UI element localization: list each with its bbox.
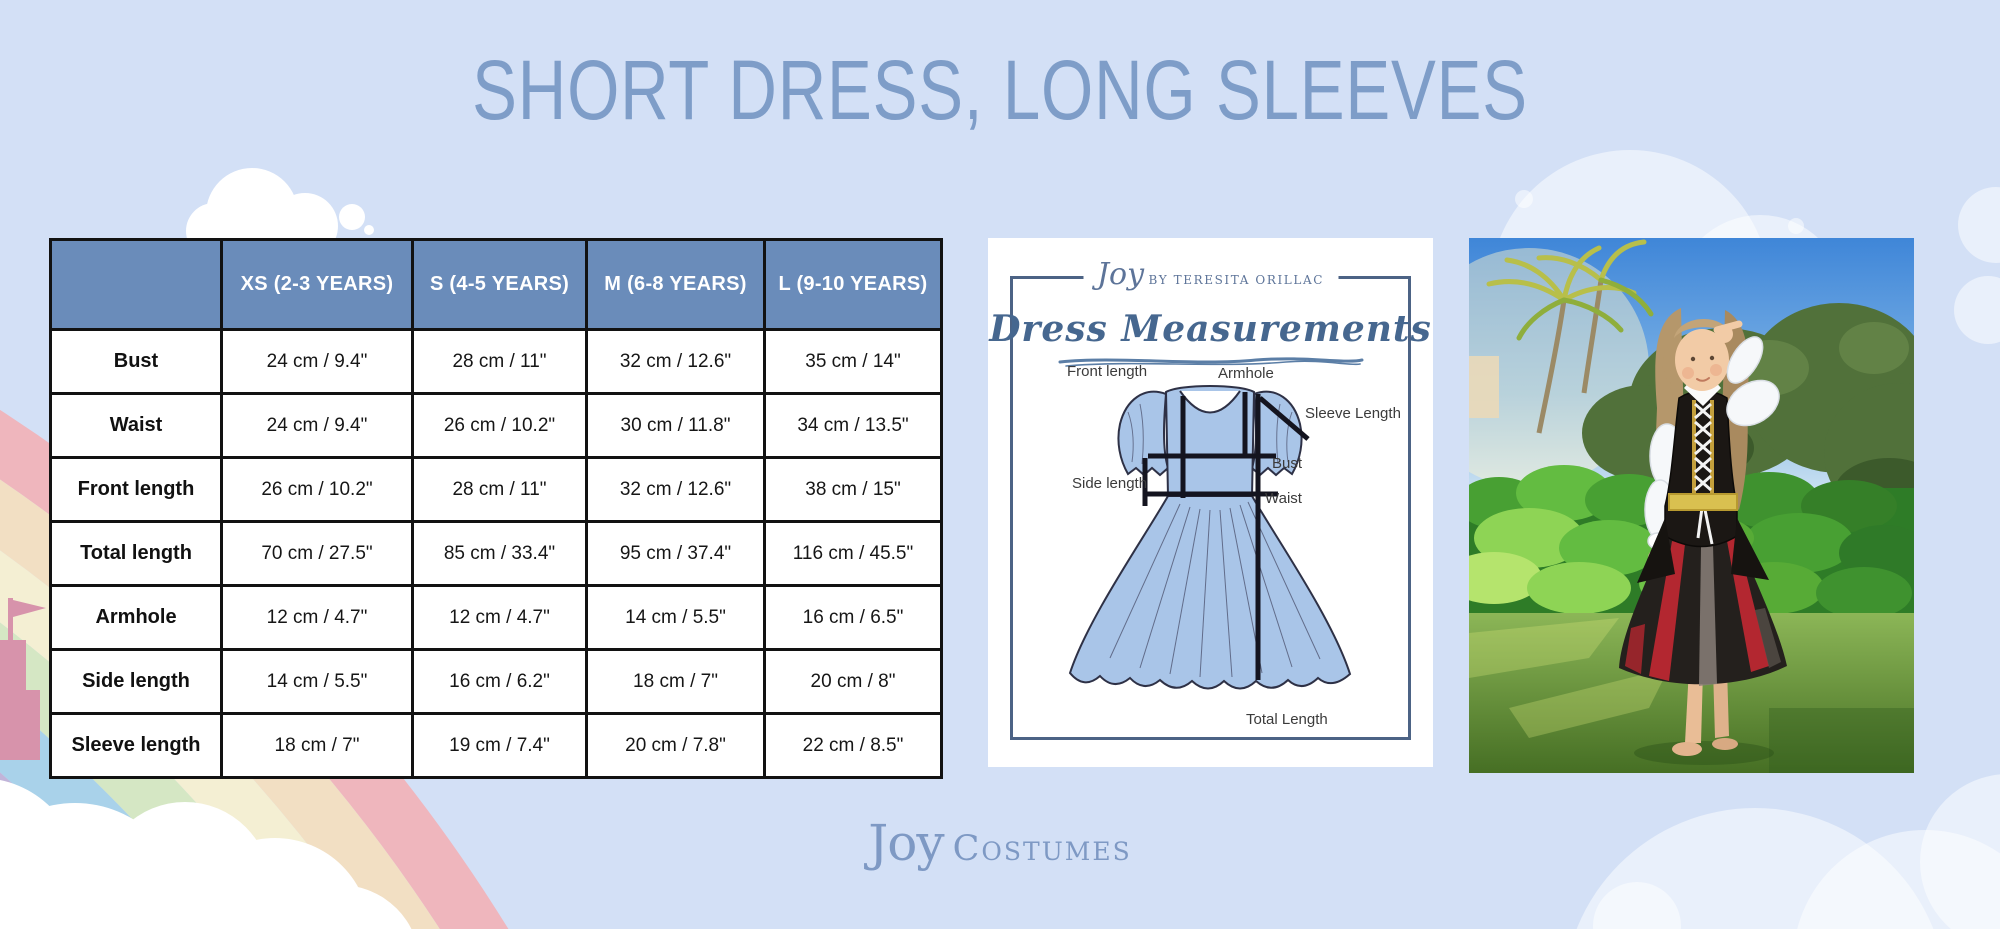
size-cell: 32 cm / 12.6" [585, 456, 766, 523]
size-chart-header-row: XS (2-3 YEARS) S (4-5 YEARS) M (6-8 YEAR… [49, 238, 943, 331]
costume-photo [1469, 238, 1914, 773]
size-cell: 24 cm / 9.4" [220, 392, 414, 459]
size-column-m: M (6-8 YEARS) [585, 238, 766, 331]
measurement-diagram-card: Joy BY TERESITA ORILLAC Dress Measuremen… [988, 238, 1433, 767]
size-column-s: S (4-5 YEARS) [411, 238, 588, 331]
size-cell: 24 cm / 9.4" [220, 328, 414, 395]
table-row-front-length: Front length 26 cm / 10.2" 28 cm / 11" 3… [49, 456, 943, 523]
diagram-heading: Dress Measurements [989, 308, 1432, 350]
size-cell: 26 cm / 10.2" [411, 392, 588, 459]
dress-bodice [1164, 385, 1256, 497]
table-row-total-length: Total length 70 cm / 27.5" 85 cm / 33.4"… [49, 520, 943, 587]
footer-joy-text: Joy [868, 814, 944, 872]
size-cell: 32 cm / 12.6" [585, 328, 766, 395]
costume-photo-illustration [1469, 238, 1914, 773]
row-label: Side length [49, 648, 223, 715]
size-column-l: L (9-10 YEARS) [763, 238, 943, 331]
size-cell: 18 cm / 7" [220, 712, 414, 779]
castle-decoration [0, 598, 46, 760]
table-row-bust: Bust 24 cm / 9.4" 28 cm / 11" 32 cm / 12… [49, 328, 943, 395]
table-row-sleeve-length: Sleeve length 18 cm / 7" 19 cm / 7.4" 20… [49, 712, 943, 779]
table-row-waist: Waist 24 cm / 9.4" 26 cm / 10.2" 30 cm /… [49, 392, 943, 459]
heading-flourish [1058, 357, 1363, 367]
dress-diagram-illustration [1068, 385, 1352, 690]
size-cell: 22 cm / 8.5" [763, 712, 943, 779]
footer-brand-logo: Joy Costumes [868, 814, 1132, 872]
size-cell: 70 cm / 27.5" [220, 520, 414, 587]
size-cell: 34 cm / 13.5" [763, 392, 943, 459]
label-total-length: Total Length [1246, 711, 1328, 728]
row-label: Sleeve length [49, 712, 223, 779]
size-cell: 38 cm / 15" [763, 456, 943, 523]
row-label: Armhole [49, 584, 223, 651]
label-side-length: Side length [1072, 475, 1148, 492]
size-chart-table: XS (2-3 YEARS) S (4-5 YEARS) M (6-8 YEAR… [49, 238, 943, 779]
brand-joy-text: Joy [1097, 257, 1145, 292]
size-cell: 116 cm / 45.5" [763, 520, 943, 587]
size-cell: 12 cm / 4.7" [220, 584, 414, 651]
size-column-xs: XS (2-3 YEARS) [220, 238, 414, 331]
label-sleeve-length: Sleeve Length [1305, 405, 1401, 422]
size-cell: 19 cm / 7.4" [411, 712, 588, 779]
table-row-armhole: Armhole 12 cm / 4.7" 12 cm / 4.7" 14 cm … [49, 584, 943, 651]
girl-figure [1619, 308, 1787, 765]
size-cell: 26 cm / 10.2" [220, 456, 414, 523]
dress-neckline [1179, 390, 1241, 414]
label-waist: Waist [1265, 490, 1302, 507]
size-cell: 18 cm / 7" [585, 648, 766, 715]
size-cell: 12 cm / 4.7" [411, 584, 588, 651]
size-cell: 20 cm / 8" [763, 648, 943, 715]
page-title: SHORT DRESS, LONG SLEEVES [472, 43, 1528, 137]
label-bust: Bust [1272, 455, 1303, 472]
size-cell: 28 cm / 11" [411, 456, 588, 523]
table-row-side-length: Side length 14 cm / 5.5" 16 cm / 6.2" 18… [49, 648, 943, 715]
footer-costumes-text: Costumes [952, 829, 1132, 869]
size-cell: 14 cm / 5.5" [585, 584, 766, 651]
size-chart-corner-cell [49, 238, 223, 331]
label-front-length: Front length [1067, 363, 1148, 380]
row-label: Total length [49, 520, 223, 587]
palm-fronds [1486, 239, 1654, 341]
size-cell: 14 cm / 5.5" [220, 648, 414, 715]
size-cell: 20 cm / 7.8" [585, 712, 766, 779]
brand-logo: Joy BY TERESITA ORILLAC [1083, 257, 1338, 292]
row-label: Bust [49, 328, 223, 395]
size-cell: 30 cm / 11.8" [585, 392, 766, 459]
size-cell: 85 cm / 33.4" [411, 520, 588, 587]
dress-skirt [1068, 495, 1352, 690]
size-cell: 95 cm / 37.4" [585, 520, 766, 587]
palm-trees [1536, 279, 1604, 434]
label-armhole: Armhole [1218, 365, 1274, 382]
size-cell: 16 cm / 6.5" [763, 584, 943, 651]
measurement-lines [1142, 392, 1310, 680]
row-label: Waist [49, 392, 223, 459]
cloud-bright [0, 168, 412, 929]
size-cell: 16 cm / 6.2" [411, 648, 588, 715]
row-label: Front length [49, 456, 223, 523]
brand-by-text: BY TERESITA ORILLAC [1148, 273, 1324, 287]
size-cell: 28 cm / 11" [411, 328, 588, 395]
size-cell: 35 cm / 14" [763, 328, 943, 395]
